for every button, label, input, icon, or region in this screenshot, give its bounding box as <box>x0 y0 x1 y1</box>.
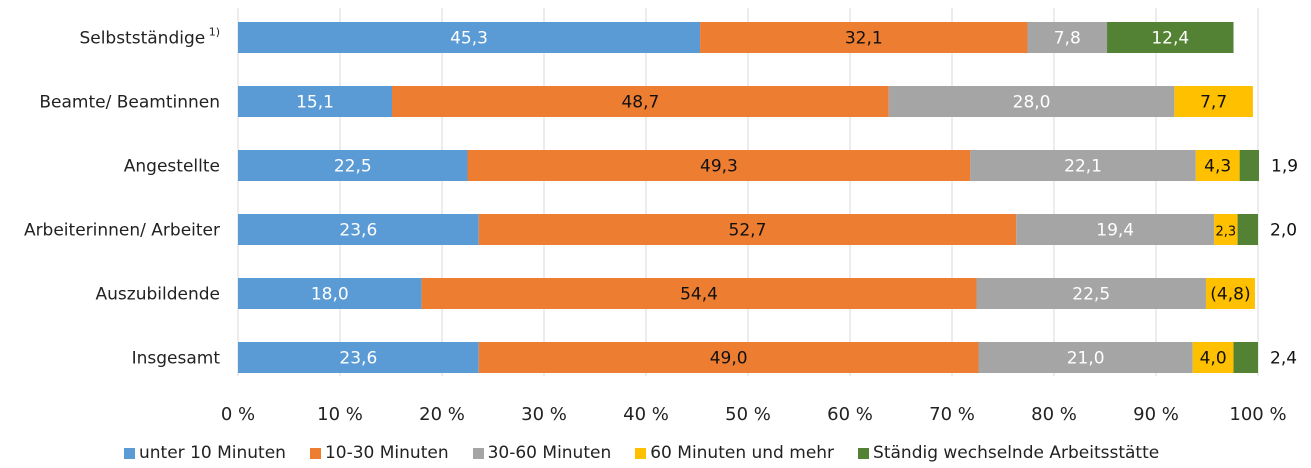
data-label: 54,4 <box>680 285 718 305</box>
category-label: Beamte/ Beamtinnen <box>39 93 220 113</box>
x-tick-label: 30 % <box>521 404 567 425</box>
x-tick-label: 80 % <box>1031 404 1077 425</box>
data-label: 1,9 <box>1271 157 1298 177</box>
data-label: 49,3 <box>700 157 738 177</box>
bar-segment <box>1192 342 1234 373</box>
bar-segment <box>1205 278 1255 309</box>
data-label: 19,4 <box>1096 221 1134 241</box>
bar-segment <box>478 214 1017 245</box>
legend-swatch <box>635 447 647 459</box>
bar-segment <box>700 22 1028 53</box>
bar-segment <box>238 214 479 245</box>
x-tick-label: 90 % <box>1133 404 1179 425</box>
category-label: Auszubildende <box>96 285 220 305</box>
bar-segment <box>238 342 479 373</box>
legend-label: unter 10 Minuten <box>139 443 286 463</box>
legend-label: 30-60 Minuten <box>487 443 612 463</box>
x-tick-label: 100 % <box>1229 404 1286 425</box>
legend-swatch <box>472 447 484 459</box>
bar-segment <box>888 86 1175 117</box>
legend-item: 30-60 Minuten <box>472 443 612 463</box>
bar-segment <box>1233 342 1258 373</box>
bar-segment <box>1239 150 1260 181</box>
legend-label: 10-30 Minuten <box>324 443 449 463</box>
bar-segment <box>1027 22 1108 53</box>
data-label: 4,0 <box>1200 349 1227 369</box>
bar-segment <box>1195 150 1240 181</box>
bar-segment <box>478 342 979 373</box>
data-label: 7,8 <box>1054 29 1081 49</box>
data-label: 18,0 <box>311 285 349 305</box>
category-label: Arbeiterinnen/ Arbeiter <box>24 221 220 241</box>
category-label: Angestellte <box>124 157 220 177</box>
bar-segment <box>970 150 1196 181</box>
data-label: 7,7 <box>1200 93 1227 113</box>
bar-segment <box>1174 86 1253 117</box>
bar-segment <box>1107 22 1234 53</box>
bar-segment <box>238 22 701 53</box>
bar-segment <box>976 278 1206 309</box>
data-label: 15,1 <box>296 93 334 113</box>
legend-swatch <box>124 447 135 459</box>
data-label: 48,7 <box>621 93 659 113</box>
data-label: 52,7 <box>729 221 767 241</box>
x-tick-label: 20 % <box>419 404 465 425</box>
data-label: 2,0 <box>1270 221 1297 241</box>
bar-segment <box>978 342 1193 373</box>
data-label: 4,3 <box>1204 157 1231 177</box>
data-label: 21,0 <box>1067 349 1105 369</box>
x-tick-label: 60 % <box>827 404 873 425</box>
category-label: Selbstständige 1) <box>79 26 220 49</box>
data-label: 28,0 <box>1013 93 1051 113</box>
bar-segment <box>1237 214 1258 245</box>
data-label: 49,0 <box>710 349 748 369</box>
legend-swatch <box>309 447 321 459</box>
x-tick-label: 40 % <box>623 404 669 425</box>
data-label: 2,3 <box>1216 225 1237 240</box>
data-label: 12,4 <box>1151 29 1189 49</box>
bar-segment <box>1214 214 1238 245</box>
data-label: 23,6 <box>339 221 377 241</box>
legend-item: 60 Minuten und mehr <box>635 443 834 463</box>
data-label: 22,5 <box>334 157 372 177</box>
bar-segment <box>1016 214 1215 245</box>
footnote-marker: 1) <box>205 26 220 39</box>
data-label: (4,8) <box>1210 285 1250 305</box>
data-label: 22,1 <box>1064 157 1102 177</box>
bar-segment <box>467 150 971 181</box>
bar-segment <box>238 150 468 181</box>
data-label: 2,4 <box>1270 349 1297 369</box>
legend-item: 10-30 Minuten <box>309 443 449 463</box>
legend-label: 60 Minuten und mehr <box>650 443 835 463</box>
data-label: 32,1 <box>845 29 883 49</box>
x-tick-label: 10 % <box>317 404 363 425</box>
bar-segment <box>392 86 889 117</box>
legend-label: Ständig wechselnde Arbeitsstätte <box>873 443 1160 463</box>
data-label: 23,6 <box>339 349 377 369</box>
x-tick-label: 70 % <box>929 404 975 425</box>
bar-segment <box>238 278 422 309</box>
x-tick-label: 50 % <box>725 404 771 425</box>
data-label: 45,3 <box>450 29 488 49</box>
bar-segment <box>421 278 977 309</box>
legend-swatch <box>858 447 870 459</box>
bar-segment <box>238 86 393 117</box>
legend-item: Ständig wechselnde Arbeitsstätte <box>858 443 1159 463</box>
data-label: 22,5 <box>1072 285 1110 305</box>
legend-item: unter 10 Minuten <box>124 443 286 463</box>
stacked-bar-chart: 0 % 10 % 20 % 30 % 40 % 50 % 60 % 70 % 80 % 90 % 1… <box>24 8 1298 425</box>
category-label: Insgesamt <box>132 349 221 369</box>
x-tick-label: 0 % <box>221 404 255 425</box>
chart-legend: unter 10 Minuten 10-30 Minuten 30-60 Minut… <box>124 440 1183 466</box>
